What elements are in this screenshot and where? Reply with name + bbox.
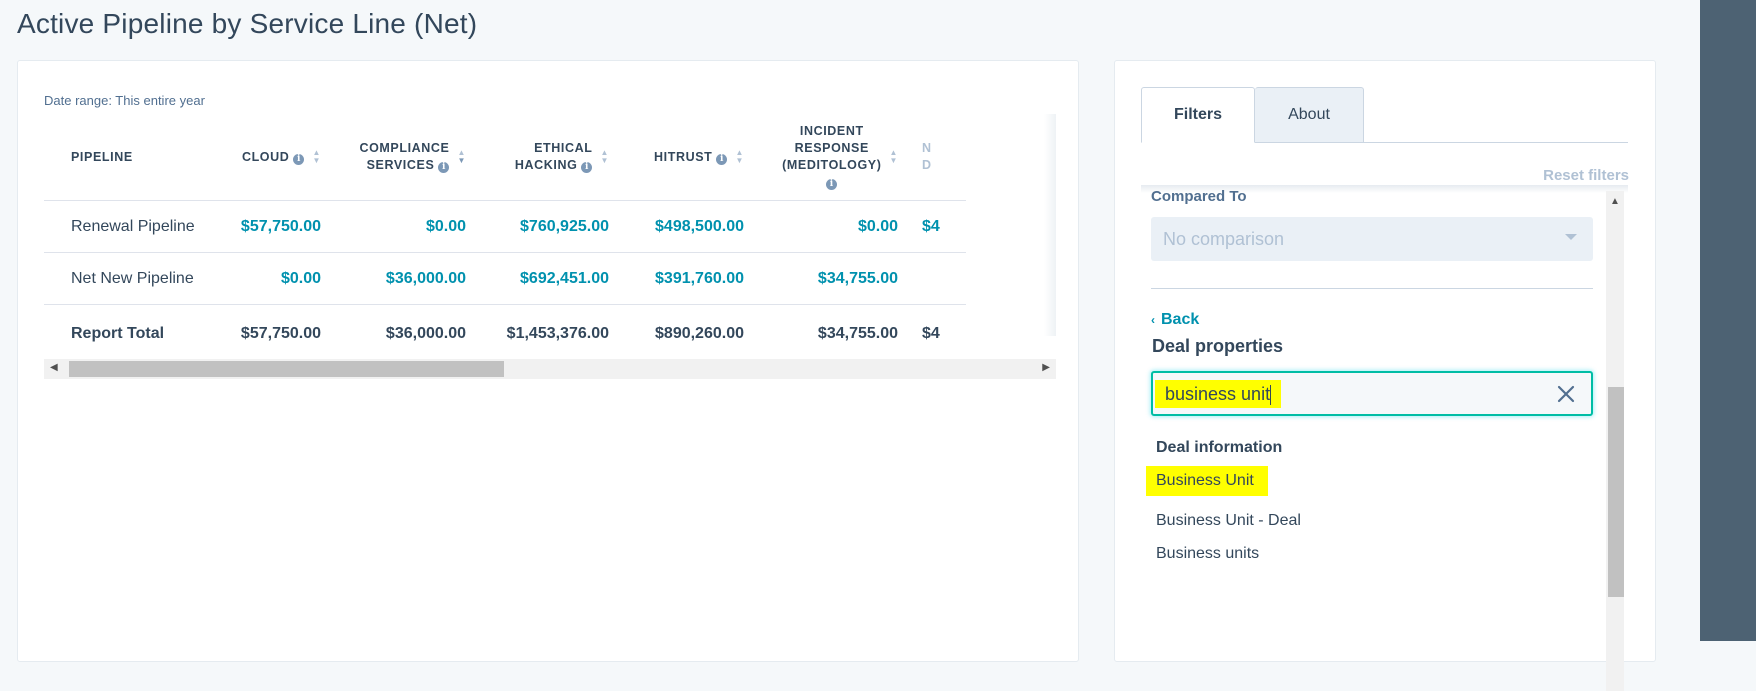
table-cell: $890,260.00 xyxy=(655,325,744,342)
column-header-ethical-hacking[interactable]: ETHICAL HACKING i ▲ ▼ xyxy=(474,114,617,201)
panel-tabs: Filters About xyxy=(1141,87,1628,143)
sort-icon[interactable]: ▲ ▼ xyxy=(457,148,466,165)
table-header-row: PIPELINE CLOUD i ▲ ▼ COMPLIANCE SERVICES i… xyxy=(44,114,966,201)
option-business-unit-deal[interactable]: Business Unit - Deal xyxy=(1156,512,1301,529)
table-cell-link[interactable] xyxy=(906,252,966,305)
table-cell: $1,453,376.00 xyxy=(506,325,609,342)
page-title: Active Pipeline by Service Line (Net) xyxy=(17,8,478,39)
column-header-compliance-services[interactable]: COMPLIANCE SERVICES i ▲ ▼ xyxy=(329,114,474,201)
info-icon[interactable]: i xyxy=(581,162,593,173)
chevron-left-icon: ‹ xyxy=(1151,313,1155,327)
column-header-cloud[interactable]: CLOUD i ▲ ▼ xyxy=(229,114,329,201)
scroll-left-icon[interactable]: ◀ xyxy=(50,362,58,373)
scrollbar-thumb[interactable] xyxy=(1608,387,1624,597)
column-header-hitrust[interactable]: HITRUST i ▲ ▼ xyxy=(617,114,752,201)
column-header-incident-response[interactable]: INCIDENT RESPONSE (MEDITOLOGY) i ▲ ▼ xyxy=(752,114,906,201)
horizontal-scrollbar[interactable]: ◀ ▶ xyxy=(44,359,1056,379)
info-icon[interactable]: i xyxy=(438,162,450,173)
vertical-scrollbar[interactable]: ▲ xyxy=(1606,191,1624,691)
table-total-row: Report Total $57,750.00 $36,000.00 $1,45… xyxy=(44,305,966,364)
close-icon[interactable] xyxy=(1555,383,1577,405)
row-label: Report Total xyxy=(71,325,165,342)
table-cell: $4 xyxy=(922,325,940,342)
column-header-pipeline[interactable]: PIPELINE xyxy=(44,114,229,201)
option-business-units[interactable]: Business units xyxy=(1156,545,1260,562)
sort-icon[interactable]: ▲ ▼ xyxy=(889,148,898,165)
report-table: PIPELINE CLOUD i ▲ ▼ COMPLIANCE SERVICES i… xyxy=(44,114,966,363)
info-icon[interactable]: i xyxy=(293,153,305,165)
table-cell-link[interactable]: $4 xyxy=(906,200,966,253)
table-cell: $34,755.00 xyxy=(817,325,898,342)
table-cell-link[interactable]: $692,451.00 xyxy=(474,252,617,305)
table-row: Net New Pipeline $0.00 $36,000.00 $692,4… xyxy=(44,252,966,305)
sort-icon[interactable]: ▲ ▼ xyxy=(600,148,609,165)
table-cell: $57,750.00 xyxy=(240,325,321,342)
tab-about[interactable]: About xyxy=(1255,87,1364,142)
table-cell-link[interactable]: $57,750.00 xyxy=(229,200,329,253)
row-label: Renewal Pipeline xyxy=(44,200,229,253)
table-cell: $36,000.00 xyxy=(385,325,466,342)
deal-information-heading: Deal information xyxy=(1156,439,1283,456)
compared-to-label: Compared To xyxy=(1151,188,1247,205)
back-link[interactable]: ‹ Back xyxy=(1151,311,1200,328)
table-cell-link[interactable]: $0.00 xyxy=(752,200,906,253)
deal-properties-title: Deal properties xyxy=(1152,336,1284,356)
table-row: Renewal Pipeline $57,750.00 $0.00 $760,9… xyxy=(44,200,966,253)
comparison-select[interactable]: No comparison xyxy=(1151,217,1593,261)
report-table-viewport: PIPELINE CLOUD i ▲ ▼ COMPLIANCE SERVICES i… xyxy=(44,114,1056,394)
table-cell-link[interactable]: $0.00 xyxy=(329,200,474,253)
chevron-down-icon xyxy=(1565,234,1577,240)
filters-panel: Filters About Reset filters Compared To … xyxy=(1114,60,1656,691)
table-cell-link[interactable]: $0.00 xyxy=(229,252,329,305)
table-cell-link[interactable]: $760,925.00 xyxy=(474,200,617,253)
scroll-right-icon[interactable]: ▶ xyxy=(1042,362,1050,373)
property-search-input[interactable]: business unit xyxy=(1151,371,1593,416)
comparison-select-value: No comparison xyxy=(1163,228,1285,249)
info-icon[interactable]: i xyxy=(716,153,728,165)
scroll-up-icon[interactable]: ▲ xyxy=(1610,196,1620,207)
divider xyxy=(1151,288,1593,289)
reset-filters-link[interactable]: Reset filters xyxy=(1543,167,1629,184)
text-cursor xyxy=(1270,385,1272,406)
report-card: Date range: This entire year PIPELINE CL… xyxy=(17,60,1079,662)
info-icon[interactable]: i xyxy=(826,179,838,190)
search-input-value[interactable]: business unit xyxy=(1155,380,1282,408)
scrollbar-thumb[interactable] xyxy=(69,361,504,377)
sort-icon[interactable]: ▲ ▼ xyxy=(735,148,744,165)
date-range-label: Date range: This entire year xyxy=(44,93,205,108)
table-cell-link[interactable]: $36,000.00 xyxy=(329,252,474,305)
table-cell-link[interactable]: $34,755.00 xyxy=(752,252,906,305)
tab-filters[interactable]: Filters xyxy=(1141,87,1255,143)
sort-icon[interactable]: ▲ ▼ xyxy=(312,148,321,165)
row-label: Net New Pipeline xyxy=(44,252,229,305)
option-business-unit[interactable]: Business Unit xyxy=(1146,466,1268,496)
side-overlay xyxy=(1700,0,1756,641)
table-cell-link[interactable]: $391,760.00 xyxy=(617,252,752,305)
table-cell-link[interactable]: $498,500.00 xyxy=(617,200,752,253)
